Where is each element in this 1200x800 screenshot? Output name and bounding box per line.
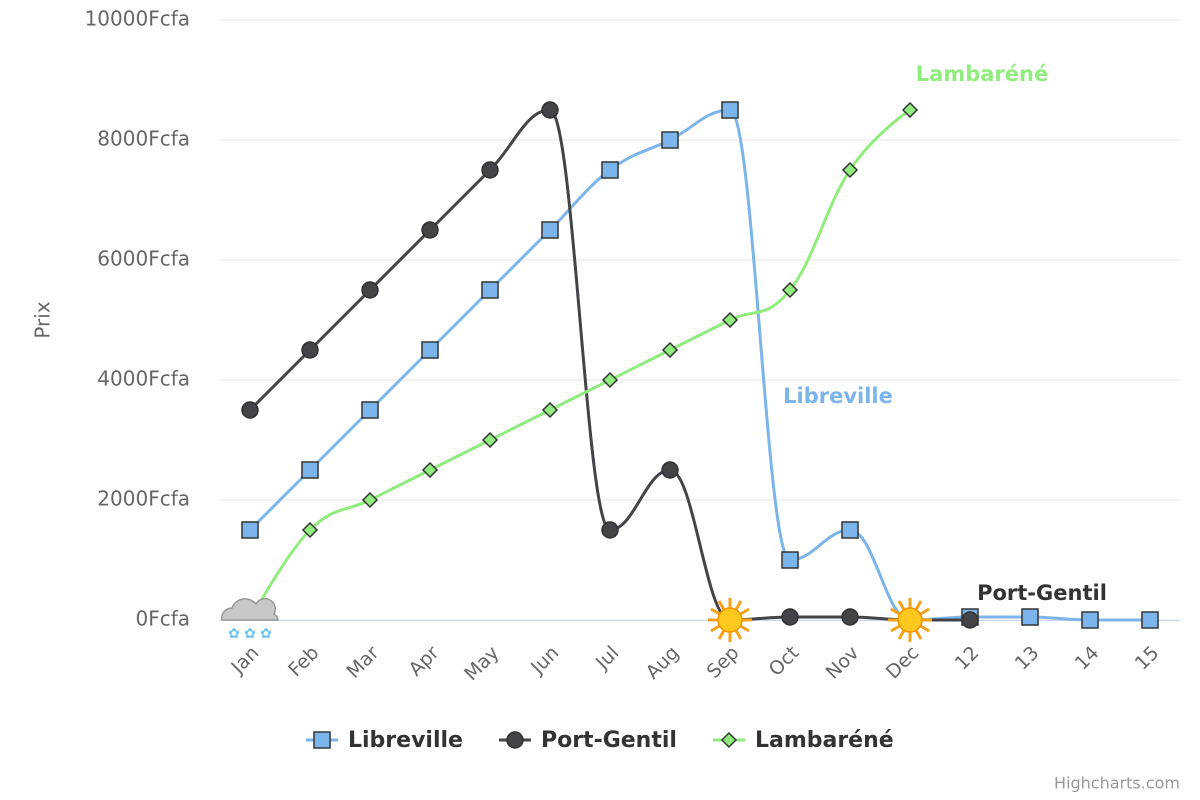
x-tick-label: 15	[1131, 642, 1164, 675]
marker	[781, 551, 799, 569]
cloud-shape	[221, 598, 279, 621]
marker	[781, 608, 799, 626]
x-tick-label: Nov	[822, 642, 864, 684]
marker	[301, 521, 319, 539]
x-tick-label: Jan	[226, 642, 263, 679]
marker	[541, 221, 559, 239]
sun-marker	[708, 598, 752, 642]
sun-disc	[897, 607, 923, 633]
x-tick-label: Dec	[882, 642, 924, 684]
marker	[241, 521, 259, 539]
x-tick-label: May	[460, 642, 503, 685]
x-tick-label: Jun	[526, 642, 563, 679]
x-tick-label: Feb	[284, 642, 323, 681]
marker	[1081, 611, 1099, 629]
legend-item: Port-Gentil	[498, 728, 677, 753]
snowflake: ✿	[260, 626, 272, 642]
legend-label: Libreville	[348, 728, 463, 753]
marker	[481, 161, 499, 179]
legend-item: Lambaréné	[712, 728, 894, 753]
marker	[541, 101, 559, 119]
marker	[721, 101, 739, 119]
marker	[241, 401, 259, 419]
y-axis-title: Prix	[31, 301, 55, 338]
marker	[301, 461, 319, 479]
x-tick-label: Sep	[703, 642, 744, 683]
marker	[421, 461, 439, 479]
x-tick-label: Aug	[642, 642, 684, 684]
marker	[1021, 608, 1039, 626]
cloud-marker: ✿ ✿ ✿	[221, 598, 279, 642]
sun-marker	[888, 598, 932, 642]
marker	[421, 221, 439, 239]
marker	[601, 521, 619, 539]
marker	[601, 161, 619, 179]
marker	[601, 371, 619, 389]
marker	[721, 311, 739, 329]
x-tick-label: Jul	[591, 642, 623, 674]
x-tick-label: 14	[1071, 642, 1104, 675]
marker	[720, 731, 738, 749]
marker	[361, 401, 379, 419]
marker	[781, 281, 799, 299]
marker	[421, 341, 439, 359]
credits: Highcharts.com	[1054, 774, 1180, 793]
legend-label: Port-Gentil	[541, 728, 677, 753]
series-label: Libreville	[783, 384, 893, 408]
legend-label: Lambaréné	[755, 728, 894, 753]
y-tick-label: 6000Fcfa	[97, 247, 190, 271]
marker	[361, 491, 379, 509]
sun-disc	[717, 607, 743, 633]
marker	[301, 341, 319, 359]
marker	[506, 731, 524, 749]
x-tick-label: 13	[1011, 642, 1044, 675]
y-tick-label: 4000Fcfa	[97, 367, 190, 391]
y-tick-label: 2000Fcfa	[97, 487, 190, 511]
marker	[841, 608, 859, 626]
y-tick-label: 8000Fcfa	[97, 127, 190, 151]
series-line	[248, 108, 911, 621]
marker	[661, 341, 679, 359]
snowflake: ✿	[228, 626, 240, 642]
x-tick-label: 12	[951, 642, 984, 675]
marker	[481, 281, 499, 299]
y-tick-label: 0Fcfa	[135, 607, 190, 631]
series-label: Lambaréné	[916, 62, 1048, 86]
x-tick-label: Mar	[343, 642, 384, 683]
series-label: Port-Gentil	[977, 581, 1107, 605]
x-tick-label: Oct	[765, 642, 804, 681]
marker	[841, 161, 859, 179]
marker	[481, 431, 499, 449]
y-tick-label: 10000Fcfa	[85, 7, 190, 31]
legend-item: Libreville	[306, 728, 463, 753]
marker	[961, 611, 979, 629]
marker	[661, 131, 679, 149]
snowflake: ✿	[244, 626, 256, 642]
marker	[541, 401, 559, 419]
marker	[901, 101, 919, 119]
marker	[661, 461, 679, 479]
marker	[1141, 611, 1159, 629]
x-tick-label: Apr	[405, 642, 444, 681]
marker	[313, 731, 331, 749]
marker	[361, 281, 379, 299]
series-line	[248, 108, 970, 622]
marker	[841, 521, 859, 539]
